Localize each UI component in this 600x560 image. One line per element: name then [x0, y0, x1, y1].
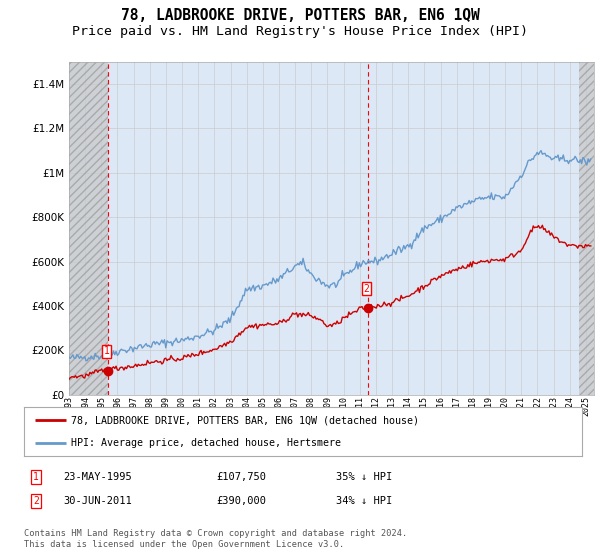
Text: Contains HM Land Registry data © Crown copyright and database right 2024.
This d: Contains HM Land Registry data © Crown c…: [24, 529, 407, 549]
Text: 34% ↓ HPI: 34% ↓ HPI: [336, 496, 392, 506]
Text: £390,000: £390,000: [216, 496, 266, 506]
Text: 30-JUN-2011: 30-JUN-2011: [63, 496, 132, 506]
Bar: [69, 62, 107, 395]
Text: Price paid vs. HM Land Registry's House Price Index (HPI): Price paid vs. HM Land Registry's House …: [72, 25, 528, 38]
Text: 23-MAY-1995: 23-MAY-1995: [63, 472, 132, 482]
Text: £107,750: £107,750: [216, 472, 266, 482]
Text: 78, LADBROOKE DRIVE, POTTERS BAR, EN6 1QW: 78, LADBROOKE DRIVE, POTTERS BAR, EN6 1Q…: [121, 8, 479, 24]
Text: HPI: Average price, detached house, Hertsmere: HPI: Average price, detached house, Hert…: [71, 438, 341, 448]
Text: 2: 2: [33, 496, 39, 506]
Text: 2: 2: [364, 283, 370, 293]
Text: 78, LADBROOKE DRIVE, POTTERS BAR, EN6 1QW (detached house): 78, LADBROOKE DRIVE, POTTERS BAR, EN6 1Q…: [71, 416, 419, 426]
Bar: [580, 62, 600, 395]
Text: 1: 1: [104, 346, 109, 356]
Text: 35% ↓ HPI: 35% ↓ HPI: [336, 472, 392, 482]
Text: 1: 1: [33, 472, 39, 482]
